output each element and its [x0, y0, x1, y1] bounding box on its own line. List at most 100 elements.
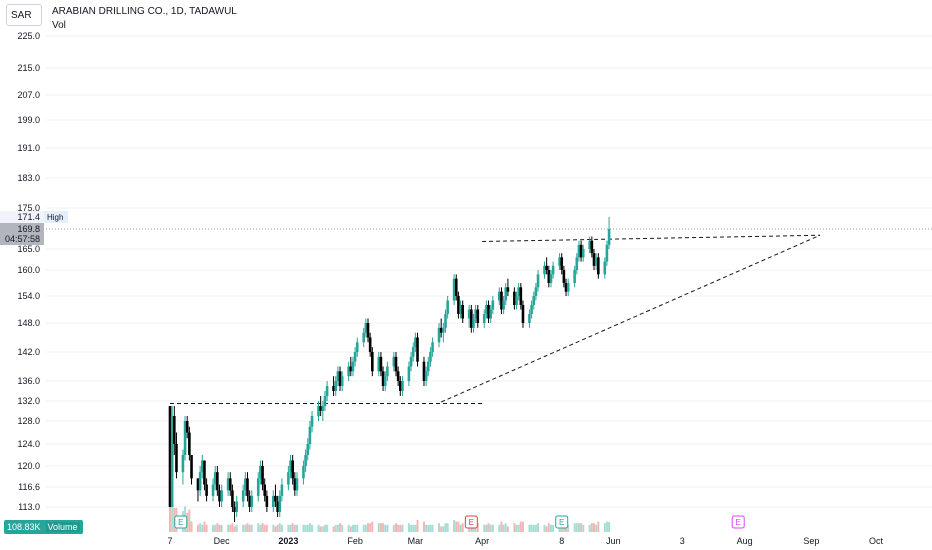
- volume-bar-111: [502, 524, 505, 532]
- candle-body-72: [383, 376, 387, 386]
- time-tick-5: Apr: [475, 536, 489, 546]
- volume-bar-0: [169, 487, 171, 532]
- volume-bar-53: [326, 524, 329, 532]
- candle-body-134: [573, 270, 576, 283]
- candle-body-28: [250, 495, 254, 507]
- volume-bar-92: [444, 523, 447, 532]
- volume-bar-45: [304, 524, 307, 532]
- candle-body-66: [366, 323, 370, 338]
- volume-bar-44: [302, 524, 305, 532]
- candle-body-0: [168, 406, 172, 507]
- candle-body-57: [338, 371, 342, 386]
- candle-body-127: [549, 274, 553, 283]
- volume-bar-63: [356, 524, 359, 532]
- earnings-event-2: E: [559, 518, 564, 527]
- volume-bar-34: [272, 524, 275, 532]
- candle-body-88: [431, 342, 434, 352]
- candle-body-5: [183, 421, 187, 455]
- volume-bar-87: [429, 524, 432, 532]
- candle-body-58: [340, 376, 344, 386]
- volume-bar-40: [289, 524, 292, 532]
- volume-bar-122: [534, 524, 537, 532]
- volume-bar-69: [377, 523, 380, 532]
- candle-body-9: [196, 478, 200, 491]
- candle-body-25: [244, 478, 247, 491]
- currency-selector[interactable]: SAR: [6, 4, 42, 26]
- volume-bar-97: [459, 524, 462, 532]
- candle-body-95: [454, 278, 458, 296]
- volume-bar-68: [371, 521, 374, 532]
- candle-body-12: [203, 460, 206, 485]
- candle-body-15: [213, 472, 217, 485]
- volume-bar-143: [597, 521, 600, 532]
- candle-body-118: [521, 305, 525, 323]
- volume-indicator-label[interactable]: Vol: [52, 20, 66, 31]
- price-tick-3: 199.0: [17, 115, 40, 125]
- earnings-event-box-2: [555, 515, 569, 529]
- candle-body-19: [226, 478, 230, 491]
- candle-body-146: [607, 229, 611, 245]
- candle-body-34: [272, 495, 275, 507]
- candle-body-136: [577, 244, 581, 258]
- candle-body-84: [422, 361, 426, 381]
- volume-label: Volume: [45, 522, 80, 532]
- candle-body-126: [547, 270, 551, 283]
- candle-body-65: [364, 323, 368, 333]
- volume-bar-26: [246, 523, 249, 532]
- candle-body-63: [355, 342, 359, 352]
- volume-bar-124: [543, 524, 546, 532]
- candle-body-42: [293, 478, 297, 491]
- volume-bar-127: [549, 524, 552, 532]
- volume-bar-105: [485, 524, 488, 532]
- volume-bar-94: [453, 520, 456, 532]
- volume-bar-18: [220, 524, 223, 532]
- candle-body-116: [517, 287, 520, 296]
- volume-bar-119: [528, 524, 531, 532]
- time-tick-1: Dec: [214, 536, 231, 546]
- candle-body-112: [504, 287, 508, 301]
- volume-bar-137: [580, 523, 583, 532]
- volume-bar-54: [332, 526, 335, 532]
- volume-bar-42: [293, 524, 296, 532]
- volume-bar-28: [250, 524, 253, 532]
- volume-bar-115: [515, 524, 518, 532]
- volume-bar-73: [386, 524, 389, 532]
- volume-bar-110: [500, 521, 503, 532]
- volume-bar-123: [537, 523, 540, 532]
- candle-body-68: [371, 352, 374, 372]
- candle-body-29: [256, 478, 260, 496]
- price-axis[interactable]: 225.0 215.0 207.0 199.0 191.0 183.0 175.0 165.0…: [17, 31, 40, 512]
- candle-body-79: [407, 366, 411, 381]
- time-axis[interactable]: 7 Dec 2023 Feb Mar Apr 8 Jun 3 Aug Sep Oct: [167, 536, 883, 546]
- candle-body-105: [485, 305, 488, 314]
- volume-bar-103: [476, 523, 479, 532]
- candle-body-21: [231, 490, 234, 507]
- volume-bar-13: [205, 524, 208, 532]
- price-tick-7: 165.0: [17, 244, 40, 254]
- earnings-event-box-1: [464, 515, 478, 529]
- volume-bar-22: [233, 526, 236, 532]
- symbol-title[interactable]: ARABIAN DRILLING CO., 1D, TADAWUL: [52, 6, 237, 17]
- volume-bar-59: [347, 524, 350, 532]
- volume-bar-91: [442, 526, 445, 532]
- volume-bar-138: [582, 524, 585, 532]
- candle-body-8: [190, 455, 193, 479]
- volume-bar-38: [280, 524, 283, 532]
- candle-body-108: [491, 300, 495, 310]
- price-tick-4: 191.0: [17, 143, 40, 153]
- volume-bar-43: [295, 524, 298, 532]
- price-tick-11: 142.0: [17, 347, 40, 357]
- candle-body-47: [308, 426, 312, 444]
- volume-bar-112: [504, 523, 507, 532]
- volume-bar-108: [491, 524, 494, 532]
- candle-body-91: [442, 327, 445, 333]
- volume-bar-142: [595, 524, 598, 532]
- volume-bar-48: [311, 524, 314, 532]
- candle-body-137: [579, 244, 583, 258]
- candle-body-22: [233, 507, 236, 512]
- volume-bar-93: [446, 523, 449, 532]
- volume-bar-47: [308, 523, 311, 532]
- price-tick-8: 160.0: [17, 265, 40, 275]
- candle-body-85: [424, 371, 428, 381]
